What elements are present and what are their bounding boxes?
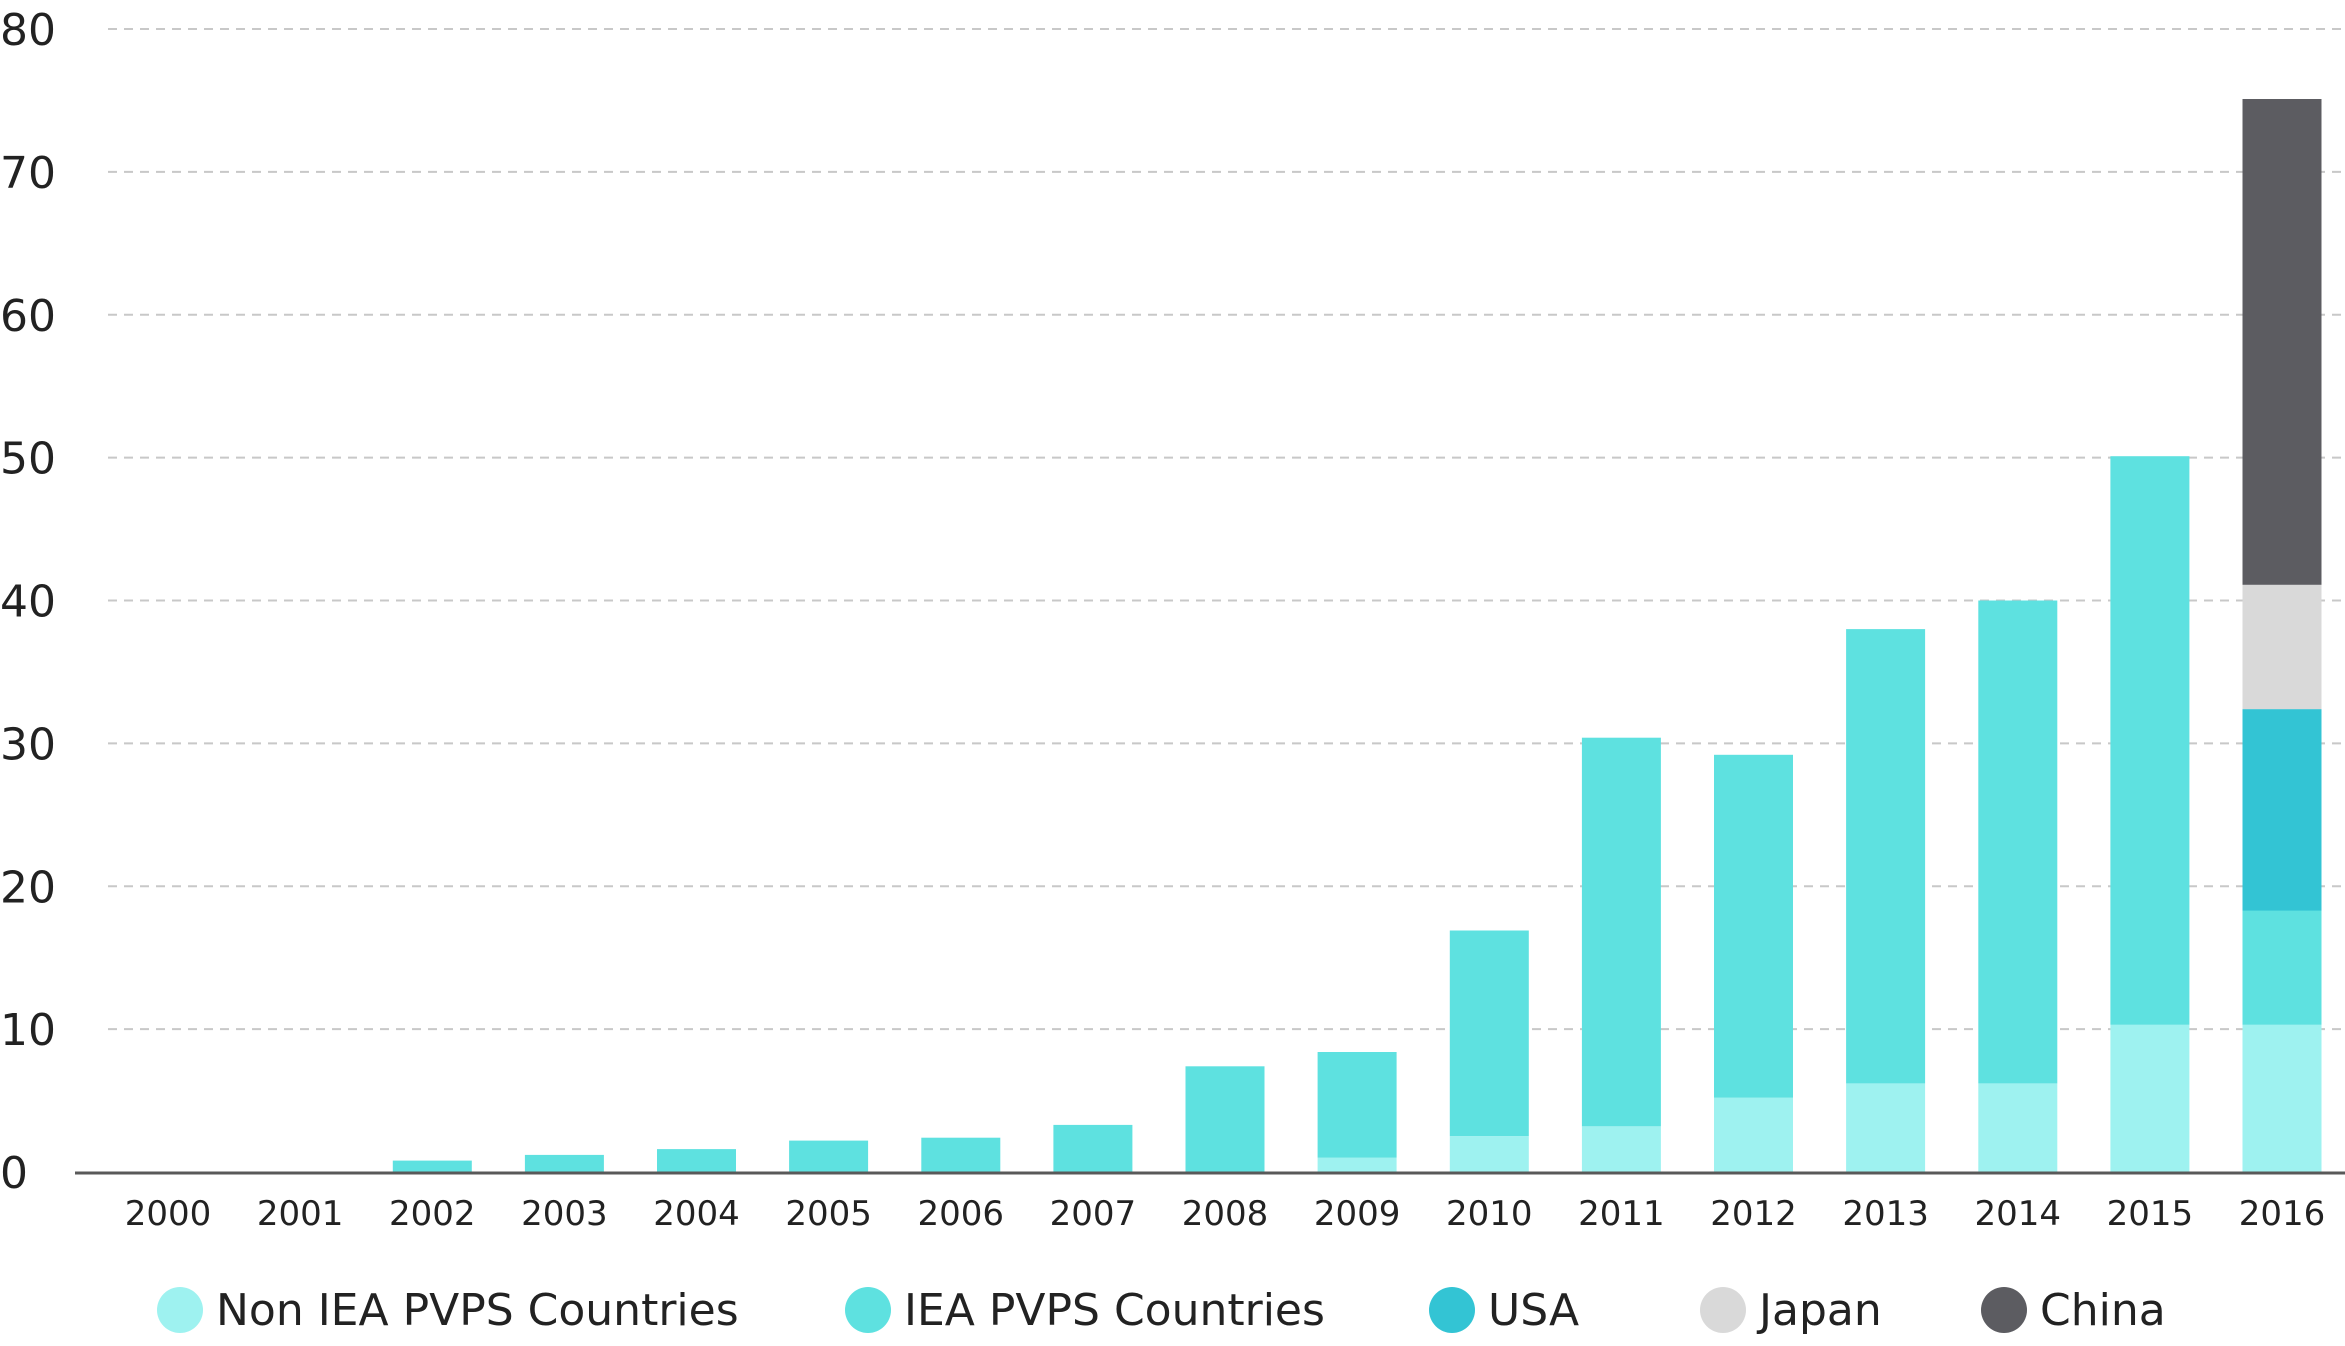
legend-label: IEA PVPS Countries <box>904 1285 1325 1336</box>
legend: Non IEA PVPS Countries IEA PVPS Countries… <box>157 1285 2166 1336</box>
legend-item: USA <box>1429 1285 1579 1336</box>
legend-label: Non IEA PVPS Countries <box>216 1285 739 1336</box>
x-tick-label: 2010 <box>1446 1194 1533 1234</box>
gridlines <box>108 28 2345 1031</box>
bar-segment <box>392 1160 472 1172</box>
y-tick-label: 0 <box>0 1148 28 1199</box>
legend-item: IEA PVPS Countries <box>845 1285 1325 1336</box>
x-tick-label: 2005 <box>785 1194 872 1234</box>
y-tick-label: 60 <box>0 291 56 342</box>
x-tick-label: 2009 <box>1314 1194 1401 1234</box>
x-tick-label: 2007 <box>1050 1194 1137 1234</box>
bar-segment <box>2242 584 2322 710</box>
legend-label: USA <box>1488 1285 1579 1336</box>
bar-segment <box>789 1140 869 1172</box>
legend-label: Japan <box>1756 1285 1882 1336</box>
x-tick-label: 2015 <box>2107 1194 2194 1234</box>
legend-item: Non IEA PVPS Countries <box>157 1285 739 1336</box>
bar-segment <box>1053 1124 1133 1172</box>
bar-segment <box>1317 1157 1397 1172</box>
bar-segment <box>1581 737 1661 1127</box>
bar-segment <box>1714 754 1793 1098</box>
legend-swatch <box>157 1287 203 1333</box>
bar-segment <box>2242 1024 2322 1172</box>
bars <box>392 99 2322 1172</box>
y-tick-label: 10 <box>0 1005 56 1056</box>
bar-segment <box>1846 629 1926 1084</box>
x-tick-label: 2000 <box>125 1194 212 1234</box>
y-tick-label: 40 <box>0 577 56 628</box>
y-tick-label: 80 <box>0 5 56 56</box>
bar-segment <box>1185 1066 1265 1172</box>
legend-swatch <box>1429 1287 1475 1333</box>
bar-segment <box>1978 600 2058 1084</box>
bar-segment <box>1449 930 1529 1137</box>
bar-segment <box>2242 910 2322 1025</box>
x-tick-label: 2016 <box>2239 1194 2326 1234</box>
bar-segment <box>921 1137 1001 1172</box>
x-tick-label: 2002 <box>389 1194 476 1234</box>
x-tick-label: 2008 <box>1182 1194 1269 1234</box>
bar-segment <box>657 1149 736 1172</box>
legend-swatch <box>1981 1287 2027 1333</box>
x-tick-label: 2013 <box>1842 1194 1929 1234</box>
legend-item: China <box>1981 1285 2166 1336</box>
bar-segment <box>1714 1097 1793 1172</box>
bar-segment <box>1978 1083 2058 1172</box>
legend-swatch <box>845 1287 891 1333</box>
bar-segment <box>2242 99 2322 585</box>
x-axis: 2000 2001 2002 2003 2004 2005 2006 2007 2008 2009… <box>75 1171 2345 1234</box>
x-tick-label: 2006 <box>918 1194 1005 1234</box>
bar-segment <box>1846 1083 1926 1172</box>
y-tick-label: 20 <box>0 862 56 913</box>
x-tick-label: 2014 <box>1975 1194 2062 1234</box>
bar-segment <box>1581 1126 1661 1172</box>
bar-segment <box>2110 1024 2190 1172</box>
x-tick-label: 2012 <box>1710 1194 1797 1234</box>
bar-segment <box>2110 456 2190 1025</box>
y-axis: 0 10 20 30 40 50 60 70 80 <box>0 5 56 1199</box>
bar-segment <box>1317 1052 1397 1158</box>
bar-segment <box>2242 709 2322 911</box>
x-tick-label: 2003 <box>521 1194 608 1234</box>
bar-segment <box>524 1154 604 1172</box>
y-tick-label: 50 <box>0 434 56 485</box>
y-tick-label: 70 <box>0 148 56 199</box>
x-tick-label: 2011 <box>1578 1194 1665 1234</box>
x-tick-label: 2001 <box>257 1194 344 1234</box>
legend-item: Japan <box>1700 1285 1882 1336</box>
y-tick-label: 30 <box>0 719 56 770</box>
legend-label: China <box>2040 1285 2166 1336</box>
legend-swatch <box>1700 1287 1746 1333</box>
bar-segment <box>1449 1136 1529 1172</box>
x-tick-label: 2004 <box>653 1194 740 1234</box>
